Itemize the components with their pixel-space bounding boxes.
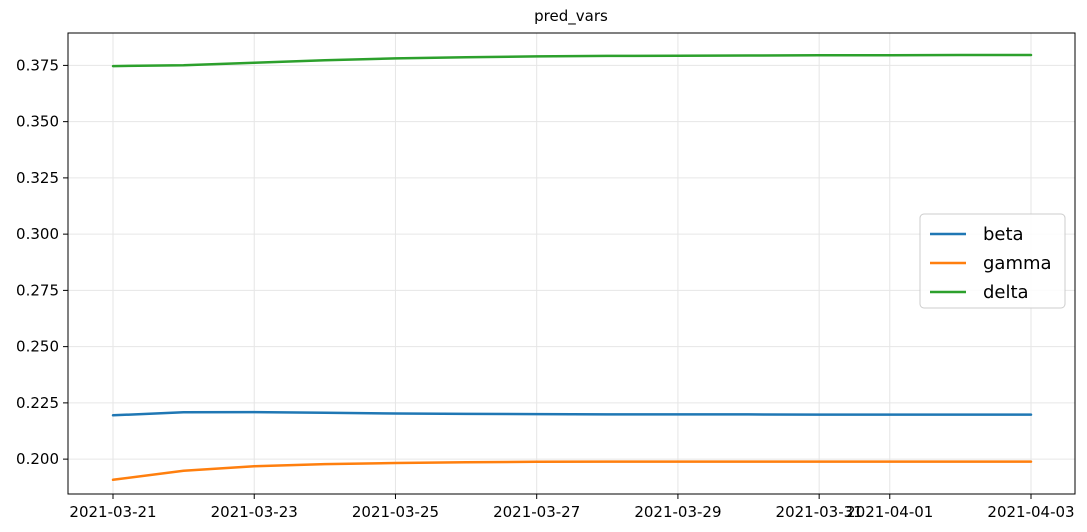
x-tick-label: 2021-03-31 xyxy=(776,503,863,521)
y-tick-label: 0.225 xyxy=(16,394,59,412)
y-tick-label: 0.325 xyxy=(16,169,59,187)
x-tick-label: 2021-03-27 xyxy=(493,503,580,521)
grid xyxy=(68,33,1075,494)
y-tick-label: 0.350 xyxy=(16,113,59,131)
plot-frame xyxy=(67,32,1076,495)
series-line-gamma xyxy=(111,460,1033,482)
x-tick-label: 2021-04-03 xyxy=(987,503,1074,521)
legend: beta gamma delta xyxy=(919,213,1066,309)
y-tick-label: 0.275 xyxy=(16,281,59,299)
x-tick-label: 2021-03-25 xyxy=(352,503,439,521)
series-lines xyxy=(111,53,1033,482)
y-tick-label: 0.300 xyxy=(16,225,59,243)
y-tick-label: 0.250 xyxy=(16,338,59,356)
legend-label-gamma: gamma xyxy=(983,253,1052,274)
x-axis: 2021-03-21 2021-03-23 2021-03-25 2021-03-27… xyxy=(69,494,1075,521)
x-tick-label: 2021-03-21 xyxy=(69,503,156,521)
legend-box xyxy=(919,213,1066,309)
x-tick-label: 2021-03-23 xyxy=(211,503,298,521)
x-tick-label: 2021-04-01 xyxy=(846,503,933,521)
series-line-beta xyxy=(111,410,1033,417)
y-tick-label: 0.375 xyxy=(16,56,59,74)
legend-label-beta: beta xyxy=(983,224,1024,245)
y-axis: 0.200 0.225 0.250 0.275 0.300 0.325 0.350 0.375 xyxy=(16,56,68,468)
y-tick-label: 0.200 xyxy=(16,450,59,468)
series-line-delta xyxy=(111,53,1033,68)
x-tick-label: 2021-03-29 xyxy=(634,503,721,521)
chart-title: pred_vars xyxy=(534,7,608,26)
legend-label-delta: delta xyxy=(983,282,1029,303)
